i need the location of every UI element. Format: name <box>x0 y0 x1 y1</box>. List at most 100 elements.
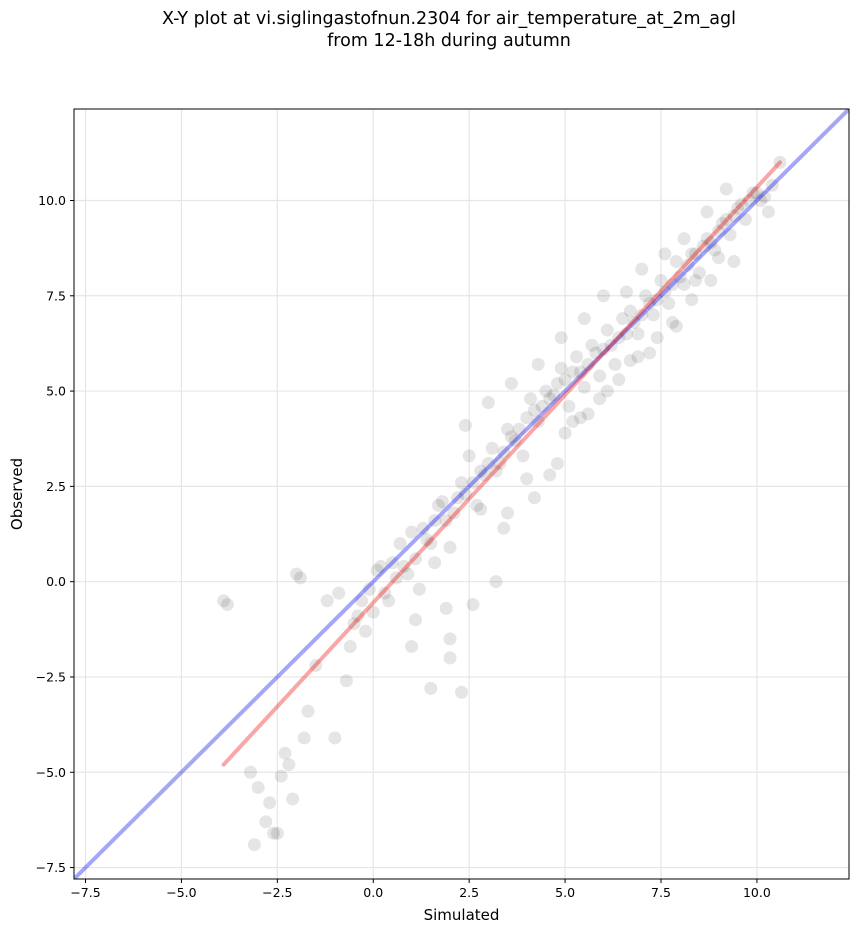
scatter-point <box>715 216 729 230</box>
scatter-point <box>658 247 672 261</box>
scatter-point <box>504 430 518 444</box>
scatter-point <box>508 434 522 448</box>
x-tick-label: −7.5 <box>70 885 100 900</box>
scatter-point <box>773 155 787 169</box>
scatter-point <box>650 331 664 345</box>
scatter-point <box>290 567 304 581</box>
scatter-point <box>267 826 281 840</box>
scatter-point <box>378 586 392 600</box>
scatter-point <box>527 403 541 417</box>
scatter-point <box>408 552 422 566</box>
scatter-point <box>596 342 610 356</box>
scatter-point <box>263 796 277 810</box>
scatter-point <box>669 254 683 268</box>
scatter-point <box>750 186 764 200</box>
scatter-point <box>577 312 591 326</box>
scatter-point <box>604 338 618 352</box>
scatter-point <box>439 601 453 615</box>
scatter-point <box>527 491 541 505</box>
scatter-point <box>689 247 703 261</box>
scatter-point <box>681 258 695 272</box>
scatter-point <box>251 781 265 795</box>
scatter-point <box>623 354 637 368</box>
x-tick-label: −2.5 <box>262 885 292 900</box>
scatter-point <box>666 277 680 291</box>
scatter-point <box>677 277 691 291</box>
scatter-point <box>642 346 656 360</box>
x-tick-label: 5.0 <box>555 885 575 900</box>
scatter-point <box>543 392 557 406</box>
scatter-point <box>274 769 288 783</box>
scatter-point <box>347 617 361 631</box>
y-tick-label: 10.0 <box>38 193 66 208</box>
scatter-point <box>712 224 726 238</box>
scatter-point <box>554 361 568 375</box>
scatter-point <box>600 384 614 398</box>
scatter-point <box>646 308 660 322</box>
scatter-point <box>512 422 526 436</box>
scatter-point <box>642 296 656 310</box>
y-tick-label: −5.0 <box>36 765 66 780</box>
scatter-point <box>566 415 580 429</box>
scatter-point <box>627 315 641 329</box>
x-tick-label: 2.5 <box>459 885 479 900</box>
scatter-point <box>677 232 691 246</box>
scatter-point <box>474 502 488 516</box>
scatter-point <box>397 559 411 573</box>
scatter-point <box>619 285 633 299</box>
scatter-point <box>489 464 503 478</box>
scatter-point <box>723 228 737 242</box>
scatter-point <box>700 205 714 219</box>
scatter-point <box>550 457 564 471</box>
scatter-point <box>458 487 472 501</box>
x-axis-label: Simulated <box>424 906 500 924</box>
y-tick-label: 7.5 <box>46 288 66 303</box>
fit-lines <box>74 109 849 879</box>
scatter-point <box>535 399 549 413</box>
scatter-point <box>259 815 273 829</box>
scatter-point <box>405 525 419 539</box>
scatter-point <box>247 838 261 852</box>
x-tick-label: 0.0 <box>363 885 383 900</box>
scatter-point <box>309 659 323 673</box>
scatter-point <box>539 384 553 398</box>
scatter-point <box>685 247 699 261</box>
scatter-point <box>320 594 334 608</box>
scatter-point <box>351 609 365 623</box>
scatter-point <box>631 327 645 341</box>
scatter-point <box>746 186 760 200</box>
scatter-point <box>412 582 426 596</box>
scatter-point <box>585 338 599 352</box>
scatter-point <box>639 289 653 303</box>
scatter-point <box>524 392 538 406</box>
scatter-point <box>754 193 768 207</box>
scatter-point <box>217 594 231 608</box>
scatter-point <box>623 304 637 318</box>
scatter-point <box>520 472 534 486</box>
scatter-point <box>481 457 495 471</box>
x-tick-label: 7.5 <box>651 885 671 900</box>
scatter-point <box>761 205 775 219</box>
scatter-point <box>451 491 465 505</box>
scatter-point <box>428 514 442 528</box>
scatter-point <box>727 254 741 268</box>
scatter-point <box>478 468 492 482</box>
scatter-point <box>389 571 403 585</box>
scatter-point <box>278 746 292 760</box>
scatter-point <box>497 521 511 535</box>
scatter-point <box>382 594 396 608</box>
scatter-point <box>362 582 376 596</box>
y-tick-label: 5.0 <box>46 384 66 399</box>
scatter-point <box>393 537 407 551</box>
scatter-point <box>566 365 580 379</box>
scatter-point <box>669 319 683 333</box>
scatter-point <box>704 235 718 249</box>
scatter-point <box>612 331 626 345</box>
scatter-point <box>447 506 461 520</box>
scatter-point <box>581 407 595 421</box>
scatter-point <box>431 498 445 512</box>
scatter-point <box>455 685 468 699</box>
regression-line <box>221 160 782 767</box>
scatter-point <box>435 495 449 509</box>
scatter-point <box>558 373 572 387</box>
